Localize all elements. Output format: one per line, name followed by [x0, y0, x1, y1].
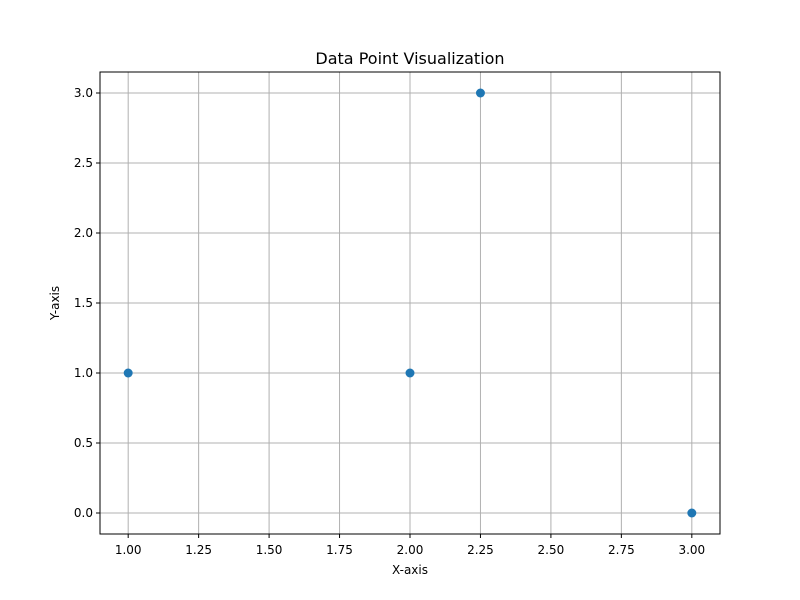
x-axis-ticks: 1.00 1.25 1.50 1.75 2.00 2.25 2.50 2.75 3.00 [115, 534, 705, 557]
x-tick-label: 2.50 [538, 543, 565, 557]
data-point [405, 368, 415, 378]
y-tick-label: 2.5 [74, 156, 93, 170]
x-tick-label: 2.00 [397, 543, 424, 557]
x-tick-label: 1.50 [256, 543, 283, 557]
chart-title: Data Point Visualization [315, 49, 504, 68]
data-point [687, 508, 697, 518]
data-point [475, 88, 485, 98]
data-points [123, 88, 697, 518]
x-tick-label: 2.25 [467, 543, 494, 557]
y-tick-label: 1.0 [74, 366, 93, 380]
y-tick-label: 0.0 [74, 506, 93, 520]
x-tick-label: 1.00 [115, 543, 142, 557]
x-axis-label: X-axis [392, 563, 428, 577]
grid [100, 72, 720, 534]
x-tick-label: 1.25 [185, 543, 212, 557]
x-tick-label: 2.75 [608, 543, 635, 557]
y-tick-label: 3.0 [74, 86, 93, 100]
x-tick-label: 1.75 [326, 543, 353, 557]
y-axis-ticks: 0.0 0.5 1.0 1.5 2.0 2.5 3.0 [74, 86, 100, 520]
y-tick-label: 0.5 [74, 436, 93, 450]
y-tick-label: 2.0 [74, 226, 93, 240]
y-tick-label: 1.5 [74, 296, 93, 310]
y-axis-label: Y-axis [48, 286, 62, 321]
x-tick-label: 3.00 [678, 543, 705, 557]
data-point [123, 368, 133, 378]
